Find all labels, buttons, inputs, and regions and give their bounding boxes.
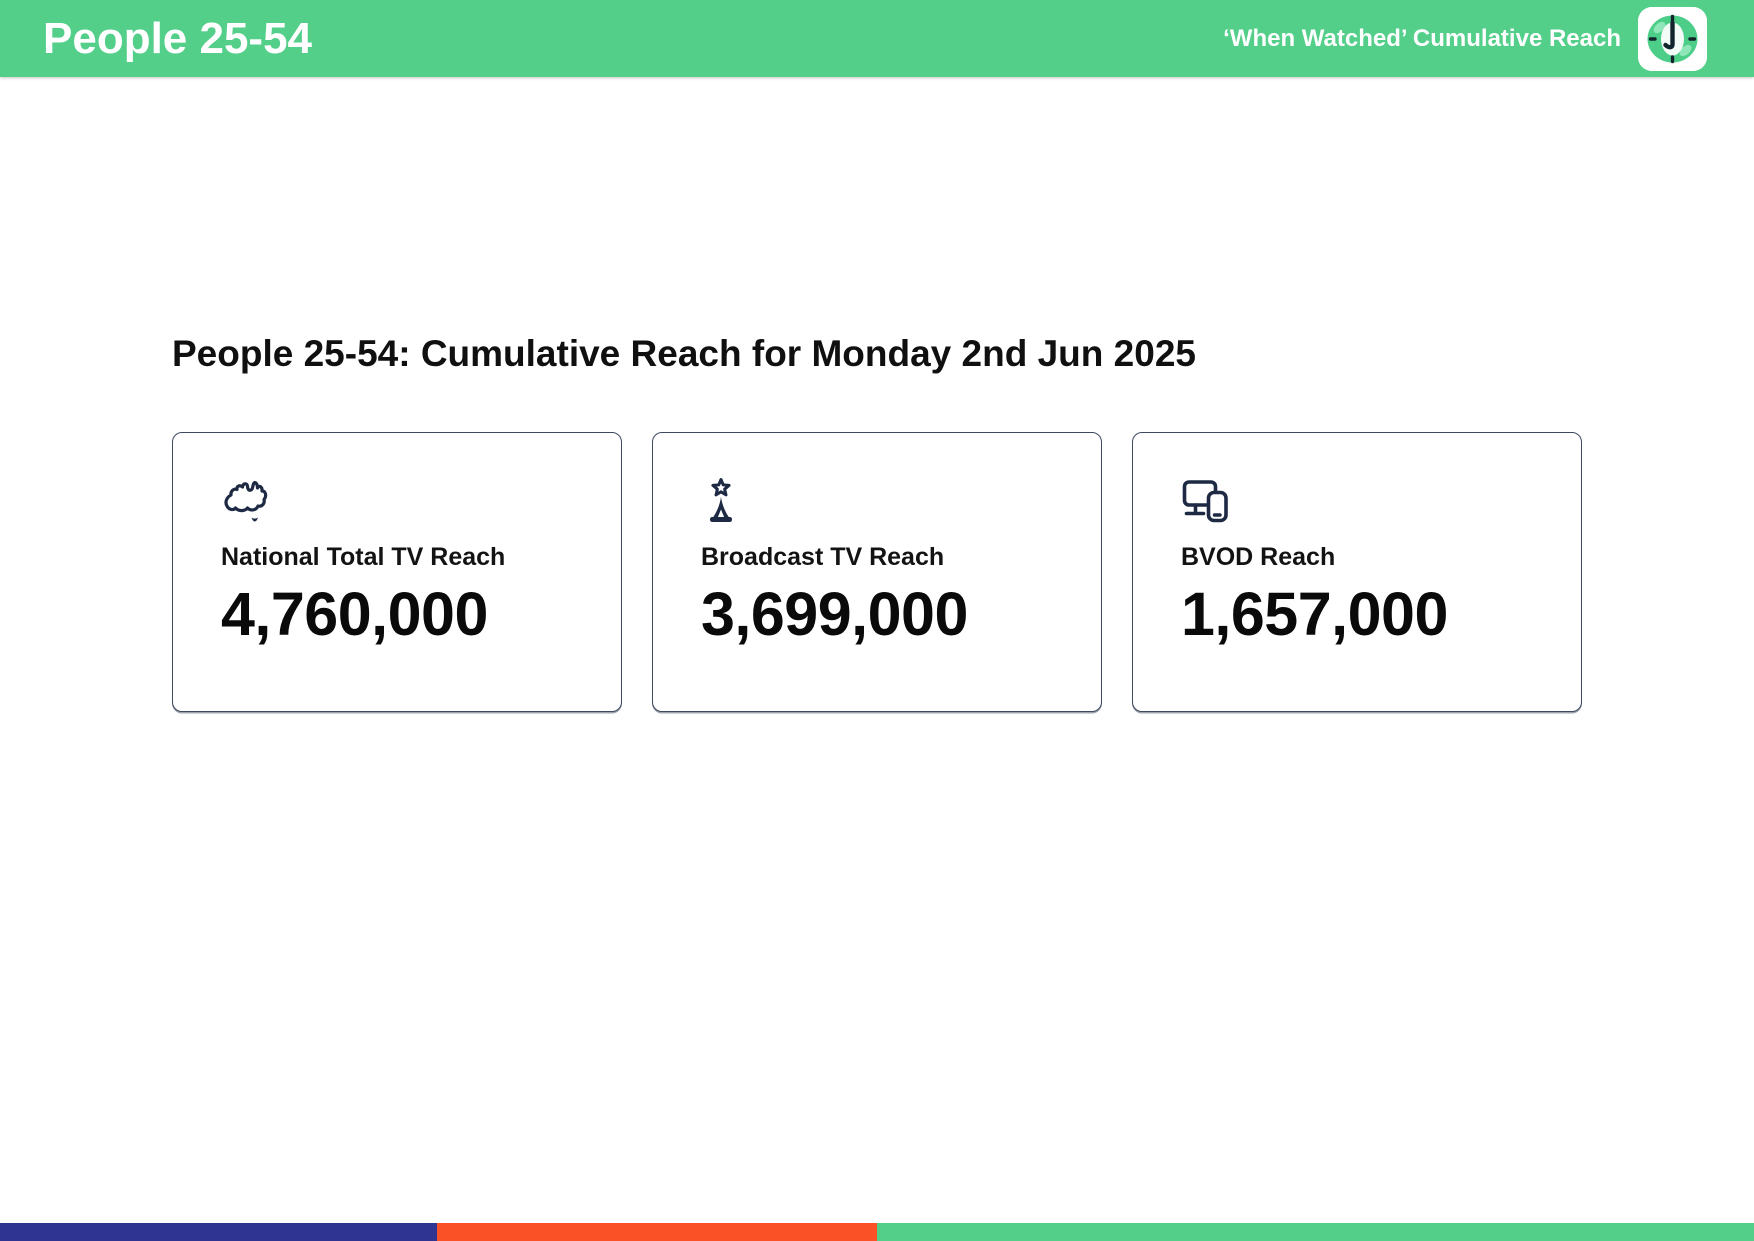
kpi-card-value: 1,657,000 (1181, 579, 1448, 648)
header-right-group: ‘When Watched’ Cumulative Reach (1223, 6, 1707, 71)
footer-stripe-blue-segment (0, 1223, 437, 1241)
footer-stripe-orange-segment (436, 1223, 877, 1241)
clock-logo (1638, 6, 1707, 71)
header-bar: People 25-54 ‘When Watched’ Cumulative R… (0, 0, 1754, 77)
kpi-card-label: National Total TV Reach (221, 542, 506, 571)
main-content: People 25-54: Cumulative Reach for Monda… (0, 333, 1754, 712)
kpi-card-label: BVOD Reach (1181, 542, 1336, 571)
clock-icon (1638, 6, 1707, 71)
section-heading: People 25-54: Cumulative Reach for Monda… (172, 333, 1196, 374)
kpi-card-broadcast-tv-reach: Broadcast TV Reach 3,699,000 (652, 431, 1102, 712)
kpi-card-label: Broadcast TV Reach (701, 542, 945, 571)
kpi-card-value: 4,760,000 (221, 579, 488, 648)
footer-stripe (0, 1223, 1754, 1241)
australia-map-icon (224, 480, 268, 522)
kpi-cards: National Total TV Reach 4,760,000 Broadc… (172, 431, 1582, 712)
kpi-card-bvod-reach: BVOD Reach 1,657,000 (1132, 431, 1582, 712)
header-subtitle: ‘When Watched’ Cumulative Reach (1223, 24, 1621, 52)
page-title: People 25-54 (43, 13, 313, 63)
kpi-card-national-total-tv-reach: National Total TV Reach 4,760,000 (172, 431, 622, 712)
kpi-card-value: 3,699,000 (701, 579, 968, 648)
tv-and-phone-devices-icon (1182, 479, 1228, 522)
broadcast-tower-icon (710, 477, 732, 522)
footer-stripe-green-segment (876, 1223, 1754, 1241)
